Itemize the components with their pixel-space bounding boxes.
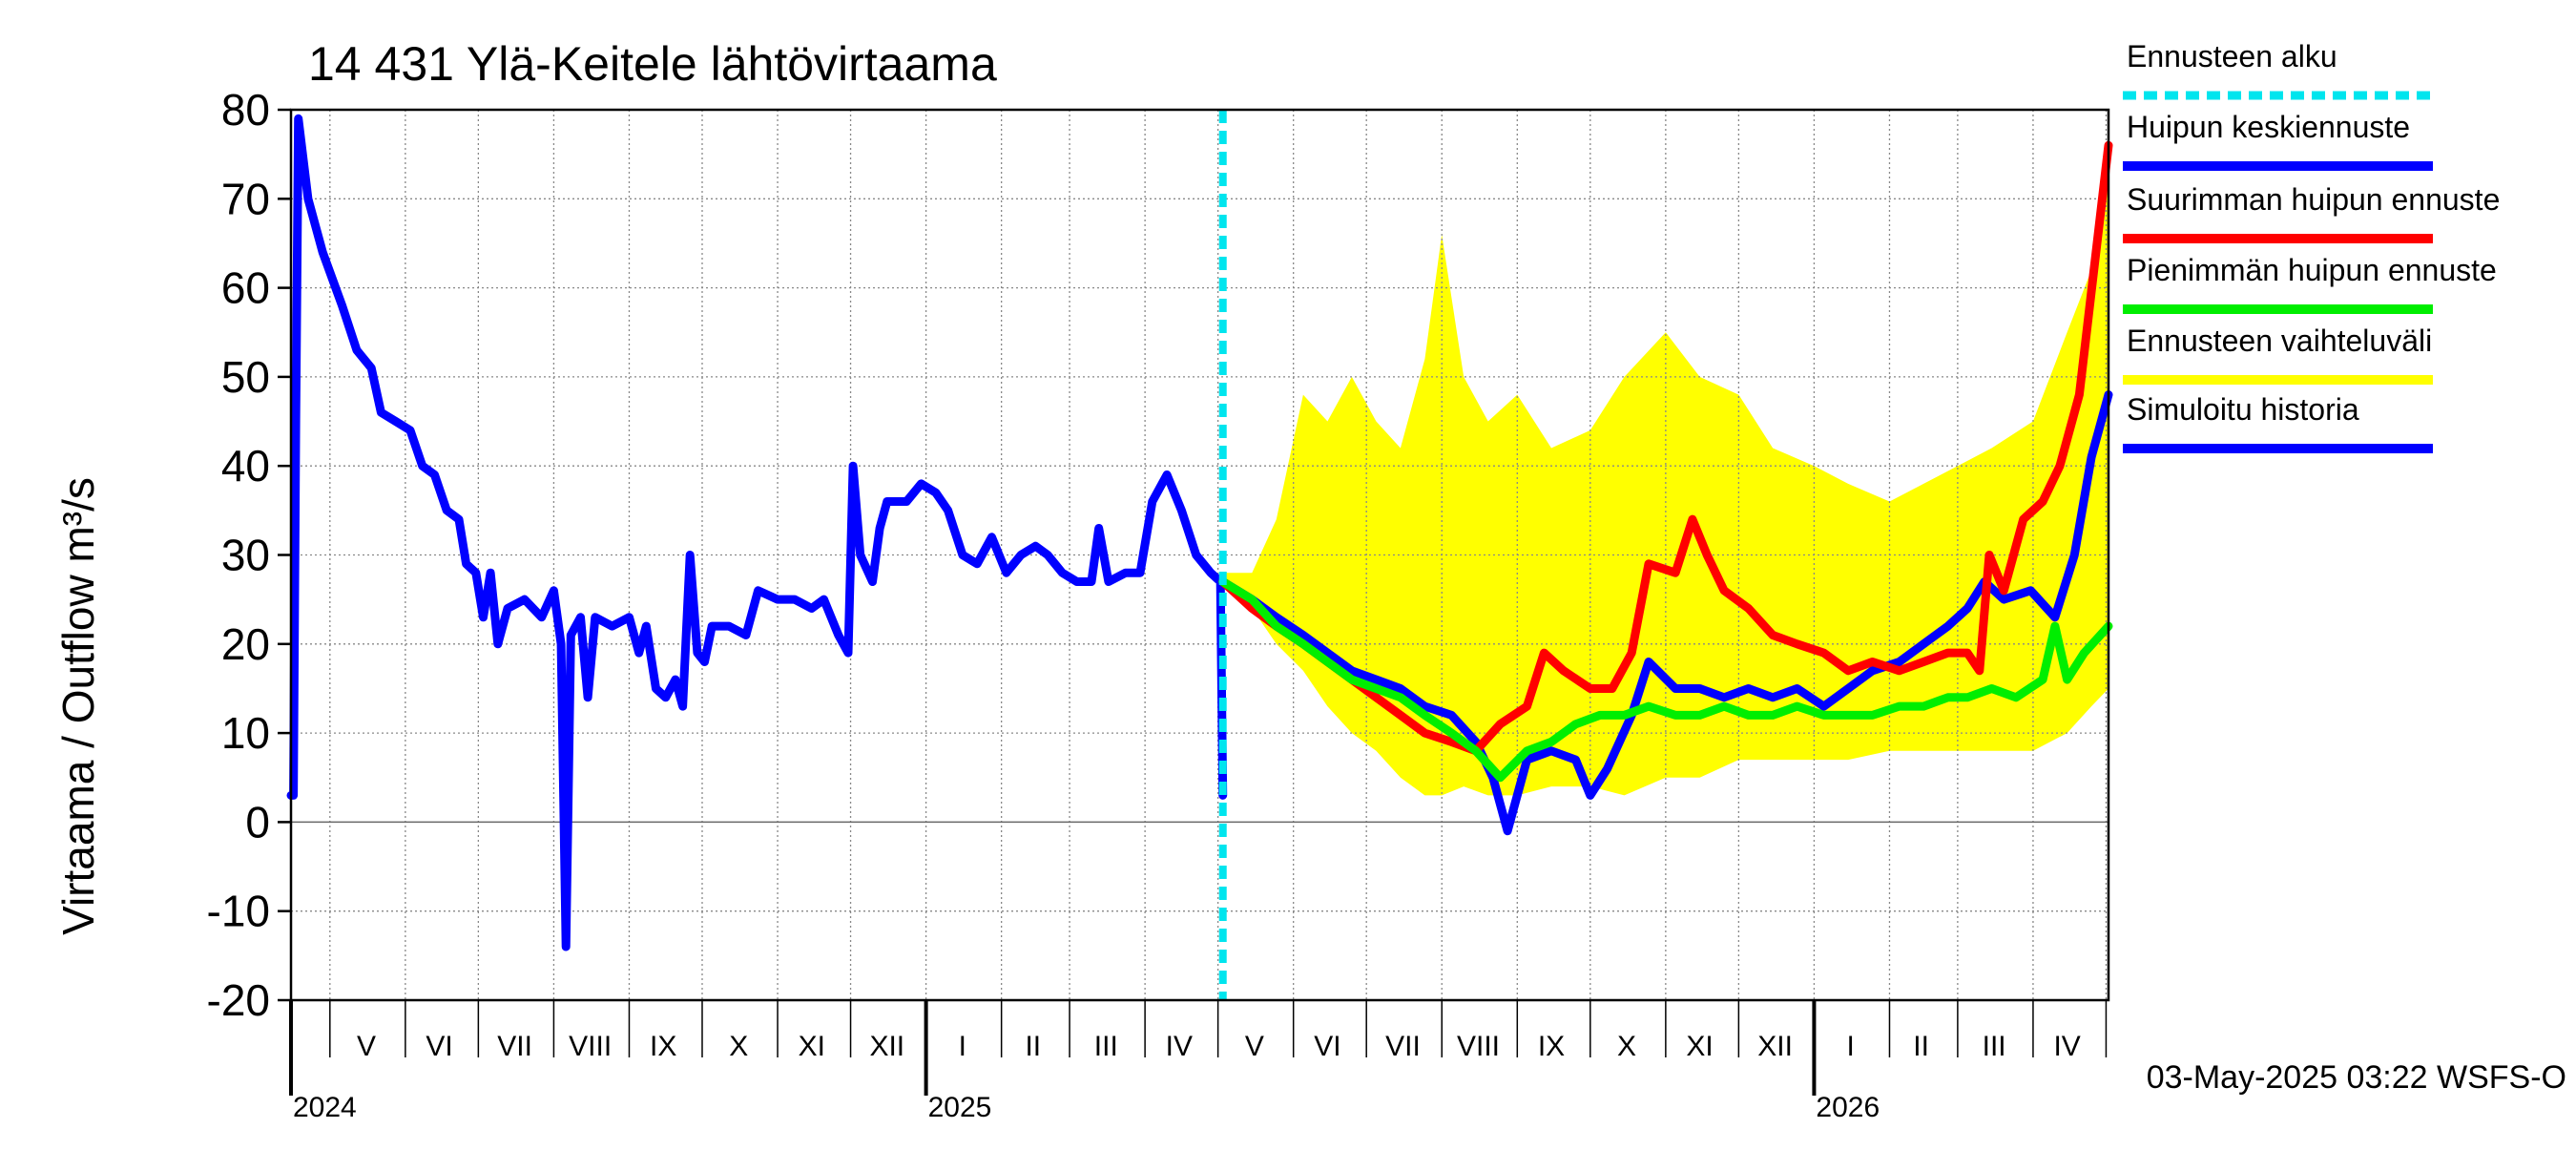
legend-label: Ennusteen alku bbox=[2127, 39, 2337, 73]
month-label: II bbox=[1025, 1031, 1041, 1062]
y-axis-label: Virtaama / Outflow m³/s bbox=[53, 477, 103, 935]
series-line-suurimman-huipun-ennuste bbox=[1218, 140, 2113, 756]
month-label: III bbox=[1094, 1031, 1118, 1062]
month-label: V bbox=[357, 1031, 376, 1062]
series-line-simuloitu-historia bbox=[286, 114, 1228, 951]
year-label: 2024 bbox=[293, 1092, 357, 1123]
y-tick-label: 30 bbox=[221, 531, 270, 580]
series-line-huipun-keskiennuste bbox=[1218, 390, 2113, 836]
month-label: IX bbox=[650, 1031, 676, 1062]
month-label: VII bbox=[497, 1031, 532, 1062]
series-layer bbox=[286, 114, 2113, 951]
footer-timestamp: 03-May-2025 03:22 WSFS-O bbox=[2147, 1059, 2566, 1096]
legend-label: Simuloitu historia bbox=[2127, 392, 2359, 427]
month-label: VI bbox=[426, 1031, 452, 1062]
month-label: II bbox=[1913, 1031, 1929, 1062]
y-tick-label: 50 bbox=[221, 352, 270, 402]
y-tick-label: 0 bbox=[245, 797, 270, 847]
chart-title: 14 431 Ylä-Keitele lähtövirtaama bbox=[308, 37, 997, 91]
y-tick-label: -20 bbox=[207, 975, 270, 1025]
legend-label: Ennusteen vaihteluväli bbox=[2127, 324, 2432, 358]
month-label: XI bbox=[1686, 1031, 1713, 1062]
y-tick-label: 40 bbox=[221, 441, 270, 491]
month-label: V bbox=[1245, 1031, 1264, 1062]
forecast-range-band-layer bbox=[1222, 154, 2109, 796]
y-tick-label: 80 bbox=[221, 85, 270, 135]
legend-label: Suurimman huipun ennuste bbox=[2127, 182, 2500, 217]
month-label: IV bbox=[1166, 1031, 1193, 1062]
month-label: X bbox=[729, 1031, 748, 1062]
year-label: 2025 bbox=[928, 1092, 992, 1123]
month-label: VIII bbox=[1457, 1031, 1500, 1062]
y-tick-label: 10 bbox=[221, 708, 270, 758]
month-label: VIII bbox=[569, 1031, 612, 1062]
month-label: XI bbox=[799, 1031, 825, 1062]
year-label: 2026 bbox=[1816, 1092, 1880, 1123]
month-label: IV bbox=[2053, 1031, 2080, 1062]
grid-layer bbox=[291, 109, 2109, 1001]
month-label: VI bbox=[1314, 1031, 1340, 1062]
month-label: I bbox=[959, 1031, 966, 1062]
month-label: I bbox=[1847, 1031, 1855, 1062]
forecast-range-band bbox=[1222, 154, 2109, 796]
y-tick-label: 70 bbox=[221, 174, 270, 223]
legend-label: Pienimmän huipun ennuste bbox=[2127, 253, 2497, 287]
series-line-pienimm-n-huipun-ennuste bbox=[1218, 577, 2113, 783]
y-tick-label: 20 bbox=[221, 619, 270, 669]
y-tick-label: -10 bbox=[207, 887, 270, 936]
month-label: VII bbox=[1385, 1031, 1421, 1062]
legend-layer: Ennusteen alku Huipun keskiennuste Suurimm… bbox=[2123, 39, 2500, 453]
y-tick-label: 60 bbox=[221, 263, 270, 313]
month-label: X bbox=[1617, 1031, 1636, 1062]
month-label: XII bbox=[869, 1031, 904, 1062]
legend-label: Huipun keskiennuste bbox=[2127, 110, 2410, 144]
month-label: XII bbox=[1757, 1031, 1793, 1062]
month-label: III bbox=[1983, 1031, 2006, 1062]
month-label: IX bbox=[1538, 1031, 1565, 1062]
